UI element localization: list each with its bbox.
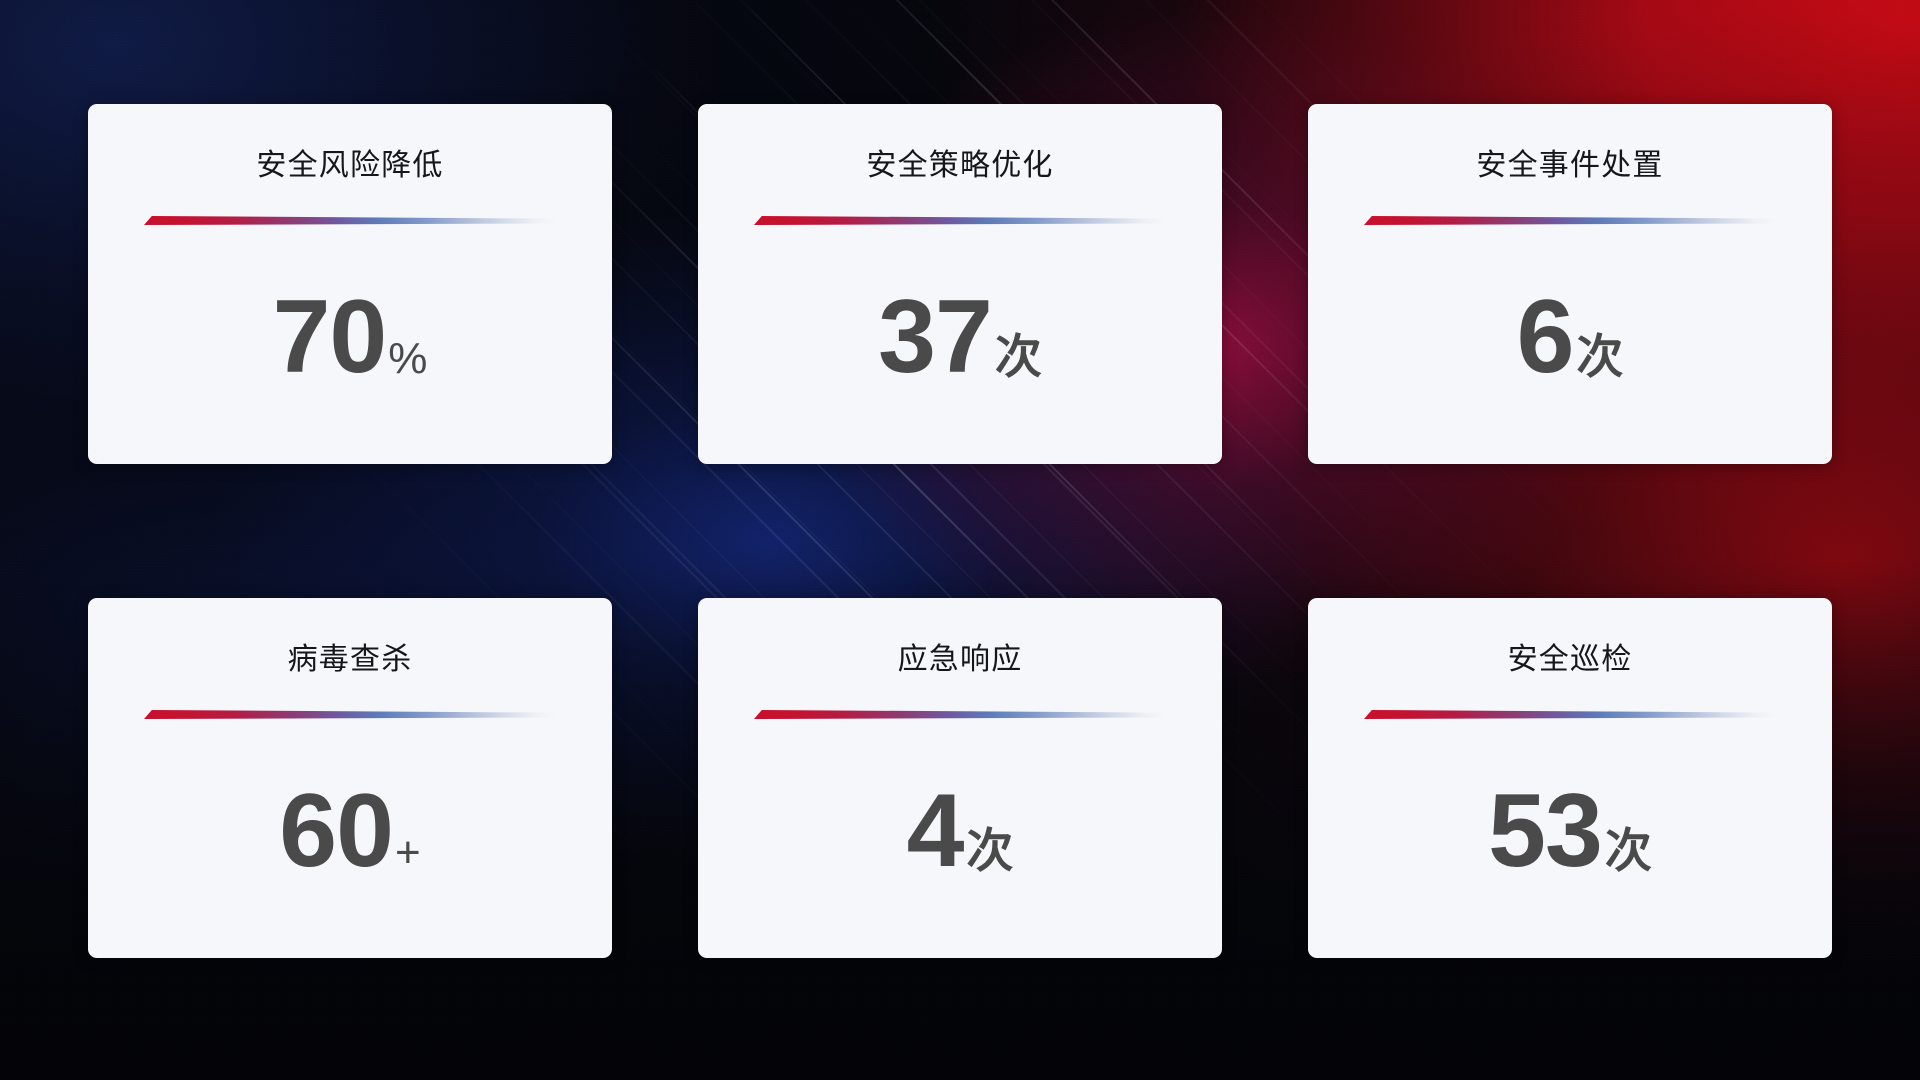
metric-unit: % [388, 333, 428, 383]
card-value: 60 + [88, 719, 612, 958]
card-value: 53 次 [1308, 719, 1832, 958]
metric-number: 6 [1516, 278, 1575, 395]
card-value: 6 次 [1308, 225, 1832, 464]
card-value: 4 次 [698, 719, 1222, 958]
metric-unit: 次 [1604, 823, 1652, 877]
card-title: 安全巡检 [1507, 643, 1633, 676]
metric-card-grid: 安全风险降低 70 % 安全策略优化 37 次 安全事件处置 [88, 104, 1832, 958]
metric-number: 37 [878, 278, 993, 395]
metric-number: 70 [272, 278, 388, 395]
metric-unit: 次 [966, 823, 1014, 877]
card-title: 病毒查杀 [287, 643, 413, 676]
metric-number: 60 [279, 772, 394, 889]
gradient-rule [754, 708, 1166, 719]
card-title: 应急响应 [897, 643, 1023, 676]
gradient-rule [144, 708, 556, 719]
card-title: 安全策略优化 [866, 149, 1054, 182]
metric-unit: 次 [994, 329, 1042, 383]
metric-unit: + [394, 827, 421, 877]
card-value: 37 次 [698, 225, 1222, 464]
gradient-rule [754, 214, 1166, 225]
gradient-rule [1364, 214, 1776, 225]
card-title: 安全风险降低 [256, 149, 444, 182]
gradient-rule [1364, 708, 1776, 719]
metric-card-security-risk-reduction[interactable]: 安全风险降低 70 % [88, 104, 612, 464]
card-title: 安全事件处置 [1476, 149, 1664, 182]
metric-card-security-incident-handling[interactable]: 安全事件处置 6 次 [1308, 104, 1832, 464]
metric-card-emergency-response[interactable]: 应急响应 4 次 [698, 598, 1222, 958]
metric-card-security-policy-optimization[interactable]: 安全策略优化 37 次 [698, 104, 1222, 464]
metric-card-security-inspection[interactable]: 安全巡检 53 次 [1308, 598, 1832, 958]
card-value: 70 % [88, 225, 612, 464]
metric-number: 4 [906, 772, 965, 889]
metric-number: 53 [1488, 772, 1603, 889]
gradient-rule [144, 214, 556, 225]
metric-card-virus-scan-removal[interactable]: 病毒查杀 60 + [88, 598, 612, 958]
metric-unit: 次 [1576, 329, 1624, 383]
